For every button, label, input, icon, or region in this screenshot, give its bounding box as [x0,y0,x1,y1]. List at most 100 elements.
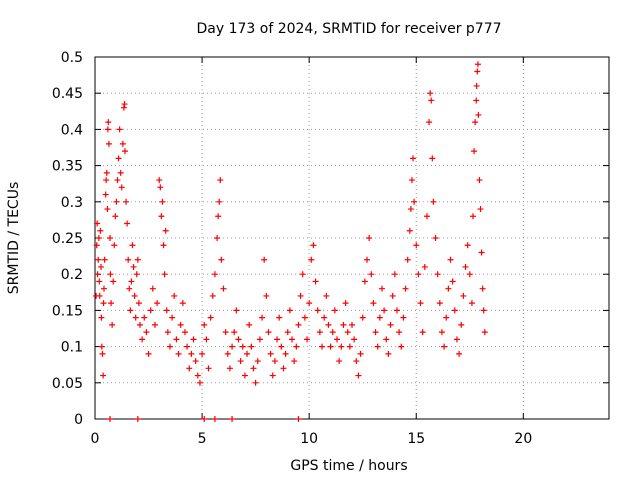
data-point [104,206,111,213]
data-point [149,285,156,292]
y-tick-label: 0.05 [52,376,83,392]
data-point [120,104,127,111]
data-point [319,343,326,350]
data-point [94,220,101,227]
data-point [96,292,103,299]
data-point [470,213,477,220]
data-point [338,343,345,350]
data-point [417,300,424,307]
data-point [267,350,274,357]
data-point [340,321,347,328]
data-point [398,343,405,350]
y-tick-label: 0.25 [52,231,83,247]
data-point [308,256,315,263]
data-point [316,329,323,336]
x-tick-label: 10 [300,431,318,447]
data-point [125,256,132,263]
plot-frame [94,56,610,420]
data-point [184,343,191,350]
data-point [196,379,203,386]
data-point [478,249,485,256]
data-point [101,256,108,263]
data-point [121,148,128,155]
data-point [404,256,411,263]
data-point [276,314,283,321]
data-point [111,242,118,249]
data-point [217,177,224,184]
data-point [252,379,259,386]
data-point [209,292,216,299]
data-point [280,365,287,372]
data-point [366,235,373,241]
data-point [151,321,158,328]
data-point [127,307,134,314]
data-point [304,336,311,343]
data-point [269,372,276,379]
data-point [194,372,201,379]
data-point [136,321,143,328]
x-axis: 0 5 10 15 20 [91,57,532,447]
data-point [372,329,379,336]
data-point [186,365,193,372]
data-point [312,278,319,285]
data-point [291,358,298,365]
data-point [353,358,360,365]
data-point [104,126,111,133]
data-point [159,198,166,205]
data-point [396,329,403,336]
data-point [118,184,125,191]
data-point [154,300,161,307]
data-point [98,343,105,350]
data-point [93,242,100,249]
data-point [274,336,281,343]
x-tick-label: 15 [407,431,425,447]
data-point [289,336,296,343]
data-point [199,350,206,357]
data-point [473,97,480,104]
data-point [98,314,105,321]
data-point [107,271,114,278]
data-point [293,343,300,350]
data-point [310,242,317,249]
data-point [97,227,104,234]
data-point [117,169,124,176]
x-tick-label: 20 [514,431,532,447]
data-point [411,198,418,205]
data-point [443,314,450,321]
data-point [477,206,484,213]
data-point [474,68,481,75]
data-point [342,300,349,307]
y-tick-label: 0.5 [61,50,83,66]
data-point [231,329,238,336]
data-point [306,300,313,307]
data-point [173,336,180,343]
data-point [334,336,341,343]
data-point [103,169,110,176]
data-point [220,285,227,292]
data-point [361,278,368,285]
data-point [376,314,383,321]
data-point [123,198,130,205]
data-point [410,155,417,162]
data-point [229,343,236,350]
data-point [229,416,236,422]
data-point [458,321,465,328]
data-point [216,198,223,205]
data-point [263,292,270,299]
data-point [250,365,257,372]
data-point [169,314,176,321]
data-point [128,278,135,285]
data-point [166,343,173,350]
data-point [108,300,115,307]
data-point [355,372,362,379]
data-point [286,307,293,314]
chart-title: Day 173 of 2024, SRMTID for receiver p77… [196,21,501,37]
data-point [147,307,154,314]
x-tick-label: 5 [198,431,207,447]
data-point [460,292,467,299]
data-point [421,263,428,270]
data-point [449,278,456,285]
data-point [301,314,308,321]
data-point [131,292,138,299]
data-point [239,343,246,350]
